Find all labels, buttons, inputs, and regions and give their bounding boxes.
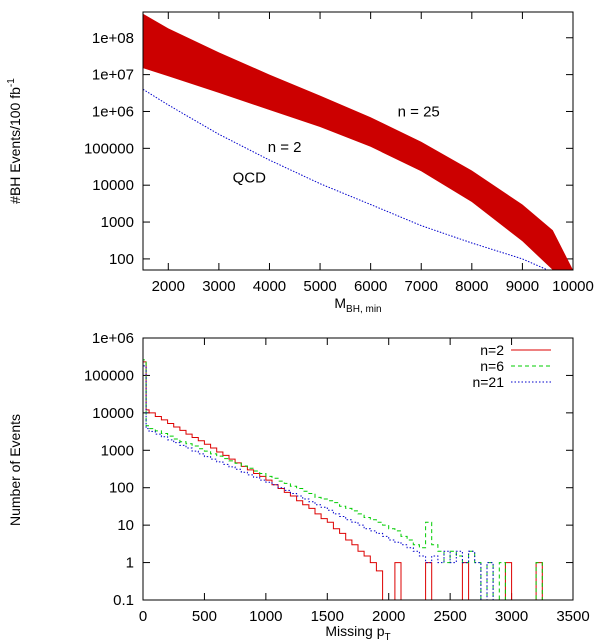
x-tick-label: 9000 xyxy=(506,278,539,295)
series-n-21-line xyxy=(143,366,493,600)
band-layer xyxy=(143,14,573,270)
y-tick-label: 1e+07 xyxy=(92,67,134,84)
x-axis-label: MBH, min xyxy=(334,295,381,315)
legend-label: n=2 xyxy=(480,342,504,358)
y-tick-label: 1e+08 xyxy=(92,30,134,47)
y-axis-label: Number of Events xyxy=(7,414,23,526)
x-tick-label: 5000 xyxy=(303,278,336,295)
series-n-6-line xyxy=(143,360,542,600)
x-tick-label: 0 xyxy=(139,608,147,625)
x-tick-label: 4000 xyxy=(253,278,286,295)
y-tick-label: 1e+06 xyxy=(92,103,134,120)
y-tick-label: 1000 xyxy=(101,214,134,231)
annotation-label: n = 25 xyxy=(398,103,440,120)
x-tick-label: 6000 xyxy=(354,278,387,295)
x-tick-label: 1000 xyxy=(249,608,282,625)
y-axis-label: #BH Events/100 fb-1 xyxy=(6,78,23,204)
y-tick-label: 100 xyxy=(109,251,134,268)
black-hole-events-chart: 100 1000 10000 100000 1e+06 1e+07 1e+08 2000 30… xyxy=(6,12,594,315)
x-tick-label: 3500 xyxy=(556,608,589,625)
y-tick-label: 1 xyxy=(126,555,134,572)
x-tick-label: 2500 xyxy=(433,608,466,625)
x-tick-label: 10000 xyxy=(552,278,594,295)
y-tick-label: 1e+06 xyxy=(92,330,134,347)
x-tick-label: 3000 xyxy=(495,608,528,625)
y-tick-label: 0.1 xyxy=(113,592,134,609)
legend-label: n=21 xyxy=(472,374,504,390)
x-axis-label: Missing pT xyxy=(325,623,390,643)
legend-label: n=6 xyxy=(480,358,504,374)
y-tick-label: 100000 xyxy=(84,140,134,157)
x-tick-label: 7000 xyxy=(405,278,438,295)
annotation-label: n = 2 xyxy=(268,139,302,156)
y-tick-label: 100 xyxy=(109,480,134,497)
line-layer xyxy=(143,360,542,600)
n-range-band xyxy=(143,14,573,270)
y-tick-label: 10 xyxy=(117,517,134,534)
x-tick-label: 500 xyxy=(192,608,217,625)
y-tick-label: 10000 xyxy=(92,405,134,422)
x-axis-ticks: 0 500 1000 1500 2000 2500 3000 3500 xyxy=(139,338,590,625)
x-tick-label: 3000 xyxy=(202,278,235,295)
x-tick-label: 8000 xyxy=(455,278,488,295)
y-tick-label: 100000 xyxy=(84,367,134,384)
y-tick-label: 1000 xyxy=(101,442,134,459)
plot-frame xyxy=(143,338,573,600)
annotation-label: QCD xyxy=(233,170,267,187)
legend: n=2n=6n=21 xyxy=(472,342,551,390)
x-tick-label: 2000 xyxy=(152,278,185,295)
series-n-2-line xyxy=(143,362,542,600)
y-tick-label: 10000 xyxy=(92,177,134,194)
